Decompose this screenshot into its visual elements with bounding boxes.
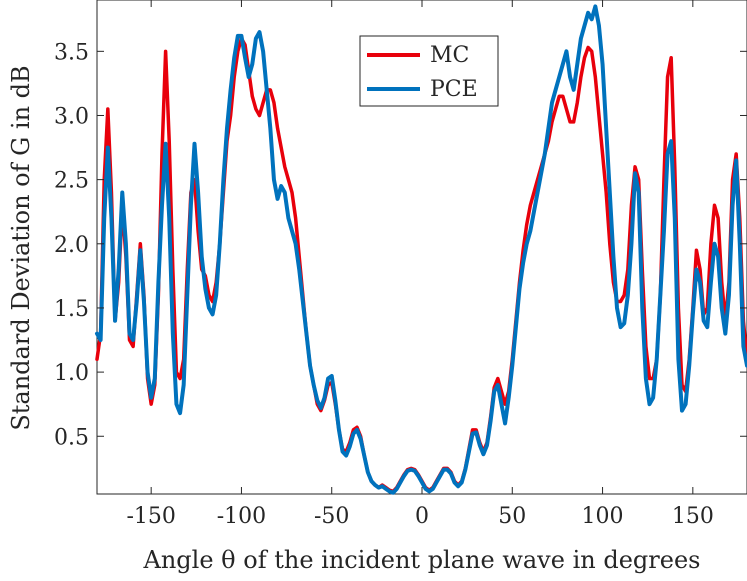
- series-layer: [95, 4, 747, 495]
- series-line-pce: [95, 4, 747, 495]
- y-tick-label: 2.0: [54, 233, 89, 258]
- x-tick-label: -50: [314, 504, 349, 529]
- y-tick-label: 3.0: [54, 104, 89, 129]
- legend-box: [359, 35, 499, 107]
- y-tick-label: 0.5: [54, 425, 89, 450]
- x-tick-label: -150: [126, 504, 175, 529]
- x-tick-label: 50: [498, 504, 526, 529]
- legend-label-pce: PCE: [430, 77, 478, 102]
- x-tick-label: 0: [415, 504, 429, 529]
- x-tick-label: -100: [217, 504, 266, 529]
- y-axis-ticks: 0.5 1.0 1.5 2.0 2.5 3.0 3.5: [54, 40, 747, 450]
- y-tick-label: 1.0: [54, 361, 89, 386]
- x-axis-label: Angle θ of the incident plane wave in de…: [143, 546, 701, 574]
- y-tick-label: 1.5: [54, 297, 89, 322]
- y-axis-label: Standard Deviation of G in dB: [7, 65, 35, 430]
- x-tick-label: 100: [582, 504, 624, 529]
- x-tick-label: 150: [672, 504, 714, 529]
- y-tick-label: 2.5: [54, 169, 89, 194]
- y-tick-label: 3.5: [54, 40, 89, 65]
- legend: MC PCE: [359, 35, 499, 107]
- x-axis-ticks: -150 -100 -50 0 50 100 150: [126, 0, 714, 529]
- legend-label-mc: MC: [430, 43, 469, 68]
